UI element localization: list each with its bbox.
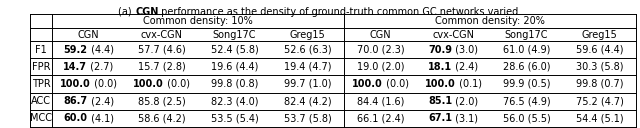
Text: 56.0 (5.5): 56.0 (5.5) <box>502 113 550 123</box>
Text: cvx-CGN: cvx-CGN <box>141 29 182 40</box>
Text: 30.3 (5.8): 30.3 (5.8) <box>576 62 623 72</box>
Text: (0.0): (0.0) <box>383 79 409 89</box>
Text: 99.8 (0.8): 99.8 (0.8) <box>211 79 258 89</box>
Text: 100.0: 100.0 <box>352 79 383 89</box>
Text: 67.1: 67.1 <box>429 113 452 123</box>
Text: (2.7): (2.7) <box>88 62 114 72</box>
Text: 82.4 (4.2): 82.4 (4.2) <box>284 96 332 106</box>
Text: 53.7 (5.8): 53.7 (5.8) <box>284 113 332 123</box>
Text: 19.0 (2.0): 19.0 (2.0) <box>356 62 404 72</box>
Text: 19.6 (4.4): 19.6 (4.4) <box>211 62 258 72</box>
Text: FPR: FPR <box>32 62 51 72</box>
Text: 70.0 (2.3): 70.0 (2.3) <box>356 45 404 55</box>
Text: 85.8 (2.5): 85.8 (2.5) <box>138 96 186 106</box>
Text: (3.1): (3.1) <box>452 113 479 123</box>
Text: 59.6 (4.4): 59.6 (4.4) <box>576 45 623 55</box>
Text: Song17C: Song17C <box>212 29 256 40</box>
Text: CGN: CGN <box>77 29 99 40</box>
Text: 60.0: 60.0 <box>63 113 88 123</box>
Text: 70.9: 70.9 <box>429 45 452 55</box>
Text: MCC: MCC <box>30 113 52 123</box>
Text: 15.7 (2.8): 15.7 (2.8) <box>138 62 186 72</box>
Text: 19.4 (4.7): 19.4 (4.7) <box>284 62 332 72</box>
Text: Song17C: Song17C <box>505 29 548 40</box>
Text: CGN: CGN <box>135 7 159 17</box>
Text: TPR: TPR <box>31 79 51 89</box>
Text: 52.6 (6.3): 52.6 (6.3) <box>284 45 332 55</box>
Text: Greg15: Greg15 <box>290 29 325 40</box>
Text: 28.6 (6.0): 28.6 (6.0) <box>503 62 550 72</box>
Text: 53.5 (5.4): 53.5 (5.4) <box>211 113 259 123</box>
Text: 76.5 (4.9): 76.5 (4.9) <box>502 96 550 106</box>
Text: (4.4): (4.4) <box>88 45 113 55</box>
Text: cvx-CGN: cvx-CGN <box>433 29 474 40</box>
Text: 100.0: 100.0 <box>60 79 91 89</box>
Text: 99.9 (0.5): 99.9 (0.5) <box>503 79 550 89</box>
Text: 58.6 (4.2): 58.6 (4.2) <box>138 113 186 123</box>
Text: (4.1): (4.1) <box>88 113 113 123</box>
Text: (2.4): (2.4) <box>88 96 114 106</box>
Text: ACC: ACC <box>31 96 51 106</box>
Text: (0.0): (0.0) <box>91 79 117 89</box>
Text: CGN: CGN <box>370 29 391 40</box>
Text: 18.1: 18.1 <box>428 62 452 72</box>
Text: 84.4 (1.6): 84.4 (1.6) <box>357 96 404 106</box>
Text: (0.1): (0.1) <box>456 79 482 89</box>
Text: 82.3 (4.0): 82.3 (4.0) <box>211 96 259 106</box>
Text: Greg15: Greg15 <box>582 29 618 40</box>
Text: 14.7: 14.7 <box>63 62 88 72</box>
Text: (2.4): (2.4) <box>452 62 479 72</box>
Text: 100.0: 100.0 <box>425 79 456 89</box>
Text: 57.7 (4.6): 57.7 (4.6) <box>138 45 186 55</box>
Text: 75.2 (4.7): 75.2 (4.7) <box>575 96 623 106</box>
Text: 86.7: 86.7 <box>63 96 88 106</box>
Text: 85.1: 85.1 <box>428 96 452 106</box>
Text: F1: F1 <box>35 45 47 55</box>
Text: Common density: 20%: Common density: 20% <box>435 16 545 26</box>
Text: (0.0): (0.0) <box>164 79 190 89</box>
Text: (2.0): (2.0) <box>452 96 479 106</box>
Text: 66.1 (2.4): 66.1 (2.4) <box>356 113 404 123</box>
Text: 99.8 (0.7): 99.8 (0.7) <box>576 79 623 89</box>
Text: Common density: 10%: Common density: 10% <box>143 16 253 26</box>
Text: 100.0: 100.0 <box>133 79 164 89</box>
Text: 59.2: 59.2 <box>63 45 88 55</box>
Text: 61.0 (4.9): 61.0 (4.9) <box>503 45 550 55</box>
Text: performance as the density of ground-truth common GC networks varied.: performance as the density of ground-tru… <box>159 7 522 17</box>
Text: 54.4 (5.1): 54.4 (5.1) <box>576 113 623 123</box>
Text: 52.4 (5.8): 52.4 (5.8) <box>211 45 259 55</box>
Text: 99.7 (1.0): 99.7 (1.0) <box>284 79 332 89</box>
Text: (3.0): (3.0) <box>452 45 479 55</box>
Text: (a): (a) <box>118 7 135 17</box>
